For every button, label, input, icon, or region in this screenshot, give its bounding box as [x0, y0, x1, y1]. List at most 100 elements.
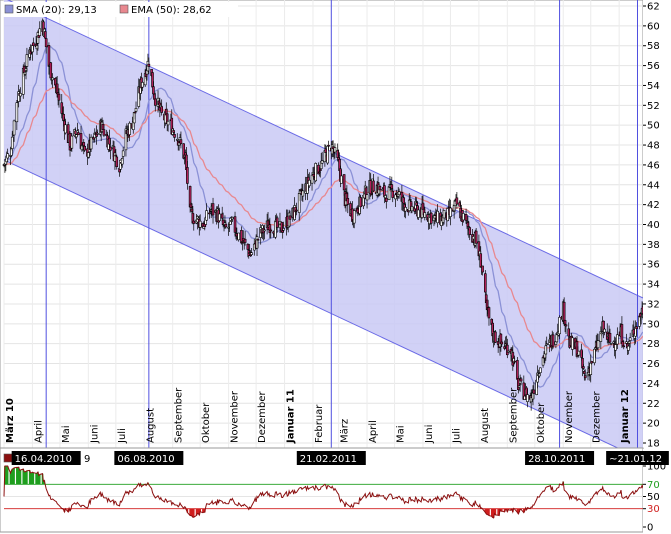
candle-body [474, 230, 478, 244]
month-label: Januar 11 [286, 389, 297, 444]
candle-body [38, 28, 42, 36]
candle-body [352, 210, 356, 224]
month-label: Oktober [201, 402, 212, 443]
candle-body [391, 190, 395, 198]
candle-body [484, 273, 487, 293]
y-axis-tick-label: 56 [647, 61, 660, 72]
candle-body [449, 207, 452, 217]
candle-body [307, 179, 311, 187]
candle-body [410, 206, 414, 212]
candle-body [333, 147, 337, 153]
candle-body [464, 214, 468, 221]
y-axis-tick-label: 30 [647, 319, 660, 330]
candle-body [115, 156, 119, 167]
price-y-axis: 18 20 22 24 26 28 30 32 34 36 38 40 42 44 46 48 50 52 54 56… [643, 0, 671, 450]
candle-body [17, 91, 20, 102]
candle-body [384, 197, 388, 202]
candle-body [82, 142, 86, 147]
candle-body [378, 186, 382, 191]
candle-body [172, 130, 175, 133]
month-label: April [33, 420, 44, 443]
candle-body [32, 42, 35, 47]
candle-body [224, 223, 228, 228]
candle-body [250, 252, 253, 255]
candle-body [538, 373, 541, 377]
candle-body [622, 345, 626, 348]
candle-body [114, 154, 118, 157]
candle-body [134, 108, 138, 112]
candle-body [404, 207, 407, 212]
candle-body [6, 153, 9, 159]
date-marker-box [606, 451, 669, 465]
date-marker-label: ~21.01.12 [609, 454, 662, 465]
month-label: Mai [61, 425, 72, 443]
candle-body [346, 198, 350, 205]
month-label: März 10 [5, 398, 16, 443]
candle-body [109, 146, 112, 151]
candle-body [417, 209, 420, 218]
candle-body [310, 174, 314, 184]
candle-body [57, 93, 61, 101]
rsi-line [3, 465, 644, 519]
y-axis-tick-label: 22 [647, 399, 660, 410]
month-label: März [340, 419, 351, 443]
candle-body [75, 134, 78, 138]
candle-body [44, 38, 48, 48]
candle-body [282, 228, 285, 231]
y-axis-tick-label: 24 [647, 379, 660, 390]
candle-body [208, 212, 211, 215]
candle-body [596, 340, 600, 349]
candle-body [639, 316, 643, 318]
candle-body [211, 203, 215, 216]
month-label: Dezember [257, 391, 268, 443]
candle-body [269, 229, 273, 232]
candle-body [256, 238, 260, 241]
y-axis-tick-label: 62 [647, 2, 660, 13]
candle-body [186, 167, 189, 184]
candle-body [590, 361, 593, 364]
candle-body [15, 102, 19, 123]
candle-body [51, 77, 54, 81]
candle-body [372, 180, 375, 192]
candle-body [70, 135, 74, 149]
y-axis-tick-label: 50 [647, 121, 660, 132]
month-label: November [230, 390, 241, 443]
candle-body [147, 63, 151, 67]
candle-body [64, 124, 67, 134]
candle-body [423, 212, 427, 218]
candle-body [243, 238, 247, 243]
month-label: April [368, 420, 379, 443]
candle-body [342, 174, 346, 191]
candle-body [233, 216, 237, 233]
rsi-legend-swatch [3, 453, 13, 463]
trend-channel-lower-line [3, 159, 644, 461]
candle-body [519, 378, 523, 382]
rsi-grid [4, 483, 643, 510]
y-axis-tick-label: 36 [647, 260, 660, 271]
y-axis-tick-label: 42 [647, 200, 660, 211]
candle-body [397, 191, 401, 196]
candle-body [608, 332, 612, 343]
candle-body [179, 139, 183, 144]
candle-body [166, 120, 170, 126]
candle-body [562, 301, 566, 323]
trend-channel-upper-line [6, 0, 644, 299]
candle-body [102, 129, 106, 136]
candle-body [295, 209, 298, 212]
date-marker-box [296, 451, 366, 465]
date-marker-box [11, 451, 81, 465]
candle-body [128, 122, 131, 135]
candle-body [121, 150, 125, 157]
candle-body [462, 213, 465, 221]
candle-body [442, 209, 446, 219]
month-label: Februar [314, 404, 325, 443]
candle-body [218, 213, 221, 222]
candle-body [320, 160, 324, 164]
candle-body [76, 132, 80, 136]
candle-body [173, 134, 176, 138]
rsi-axis-tick-label: 100 [647, 462, 666, 473]
candle-body [246, 243, 250, 250]
candle-body [47, 45, 51, 67]
candle-body [153, 98, 157, 106]
rsi-axis-tick-label: 30 [647, 504, 660, 515]
